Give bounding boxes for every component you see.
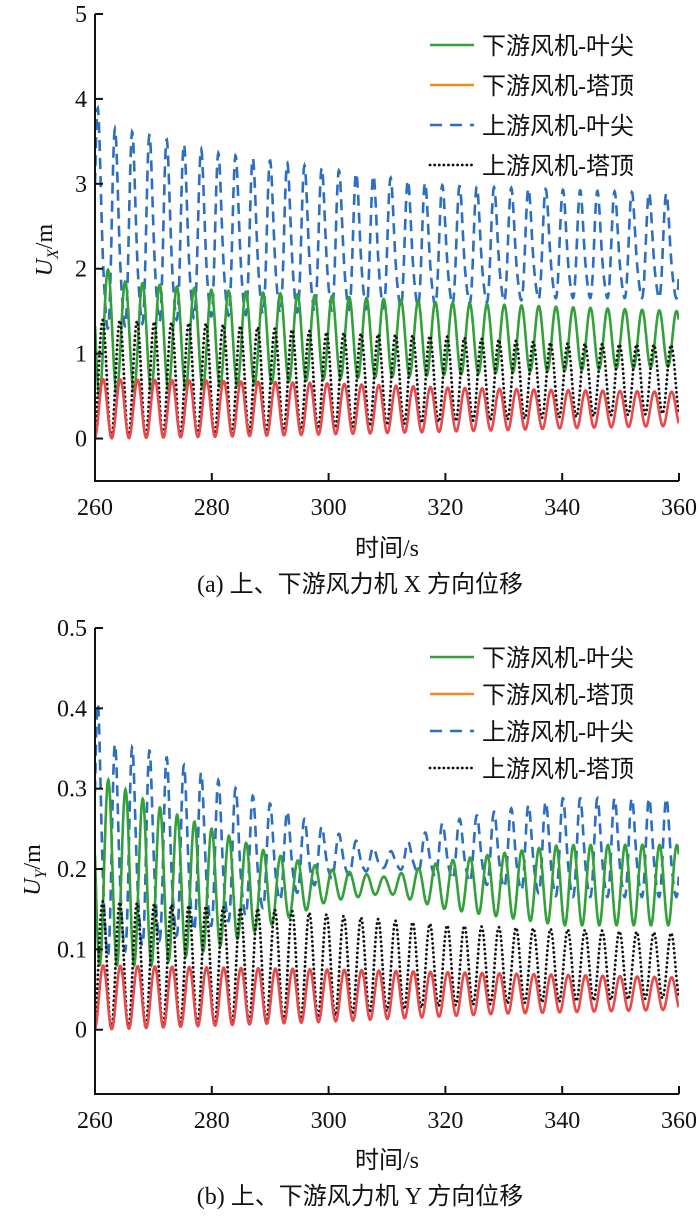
- chart-caption: (a) 上、下游风力机 X 方向位移: [197, 571, 523, 598]
- x-tick-label: 360: [661, 495, 697, 521]
- y-tick-label: 0.1: [57, 937, 87, 963]
- legend-label: 下游风机-塔顶: [482, 73, 634, 100]
- y-tick-label: 4: [75, 87, 87, 113]
- x-tick-label: 260: [77, 1108, 113, 1134]
- y-axis-label-sub: Y: [33, 867, 50, 878]
- series-line-downstream-tip: [95, 267, 679, 397]
- x-tick-label: 320: [427, 1108, 463, 1134]
- y-axis-label: UX/m: [32, 223, 62, 276]
- legend-label: 上游风机-叶尖: [482, 719, 634, 746]
- legend-label: 上游风机-塔顶: [482, 756, 634, 783]
- chart-x-displacement: 0 1 2 3 4 5 260 280 300 320 340 360 时间/s (a) 上、下游风力机 …: [32, 2, 697, 598]
- x-axis-label: 时间/s: [355, 1147, 419, 1174]
- y-tick-label: 1: [75, 342, 87, 368]
- y-tick-label: 0.2: [57, 857, 87, 883]
- x-tick-label: 280: [194, 495, 230, 521]
- y-tick-label: 2: [75, 257, 87, 283]
- y-tick-label: 0.5: [57, 616, 87, 642]
- x-tick-label: 320: [427, 495, 463, 521]
- legend-label: 下游风机-塔顶: [482, 682, 634, 709]
- legend-label: 上游风机-叶尖: [482, 113, 634, 140]
- legend-label: 下游风机-叶尖: [482, 645, 634, 672]
- x-tick-label: 340: [544, 495, 580, 521]
- y-tick-label: 5: [75, 2, 87, 28]
- y-tick-label: 0: [75, 427, 87, 453]
- legend-label: 下游风机-叶尖: [482, 33, 634, 60]
- chart-y-displacement: 0 0.1 0.2 0.3 0.4 0.5 260 280 300 320 340 360 时间/s (b…: [20, 616, 697, 1210]
- y-tick-label: 0: [75, 1018, 87, 1044]
- series-line-downstream-tower: [95, 964, 679, 1031]
- y-axis-label: UY/m: [20, 844, 50, 896]
- y-axis-label-main: U: [32, 257, 58, 276]
- x-tick-label: 360: [661, 1108, 697, 1134]
- series-line-downstream-tower: [95, 377, 679, 440]
- y-tick-label: 0.4: [57, 696, 87, 722]
- series-line-upstream-tip: [95, 104, 679, 330]
- chart-caption: (b) 上、下游风力机 Y 方向位移: [197, 1183, 523, 1210]
- x-tick-label: 280: [194, 1108, 230, 1134]
- y-axis-label-unit: /m: [20, 844, 46, 870]
- y-axis-label-unit: /m: [32, 223, 58, 249]
- x-tick-label: 340: [544, 1108, 580, 1134]
- series-line-upstream-tower: [95, 899, 679, 1031]
- series-line-upstream-tip: [95, 699, 679, 958]
- x-tick-label: 300: [311, 1108, 347, 1134]
- x-tick-label: 300: [311, 495, 347, 521]
- legend-label: 上游风机-塔顶: [482, 153, 634, 180]
- y-axis-label-sub: X: [45, 248, 62, 260]
- y-axis-label-main: U: [20, 877, 46, 896]
- x-tick-label: 260: [77, 495, 113, 521]
- y-tick-label: 0.3: [57, 777, 87, 803]
- y-tick-label: 3: [75, 172, 87, 198]
- series-line-downstream-tip: [95, 776, 679, 968]
- x-axis-label: 时间/s: [355, 535, 419, 562]
